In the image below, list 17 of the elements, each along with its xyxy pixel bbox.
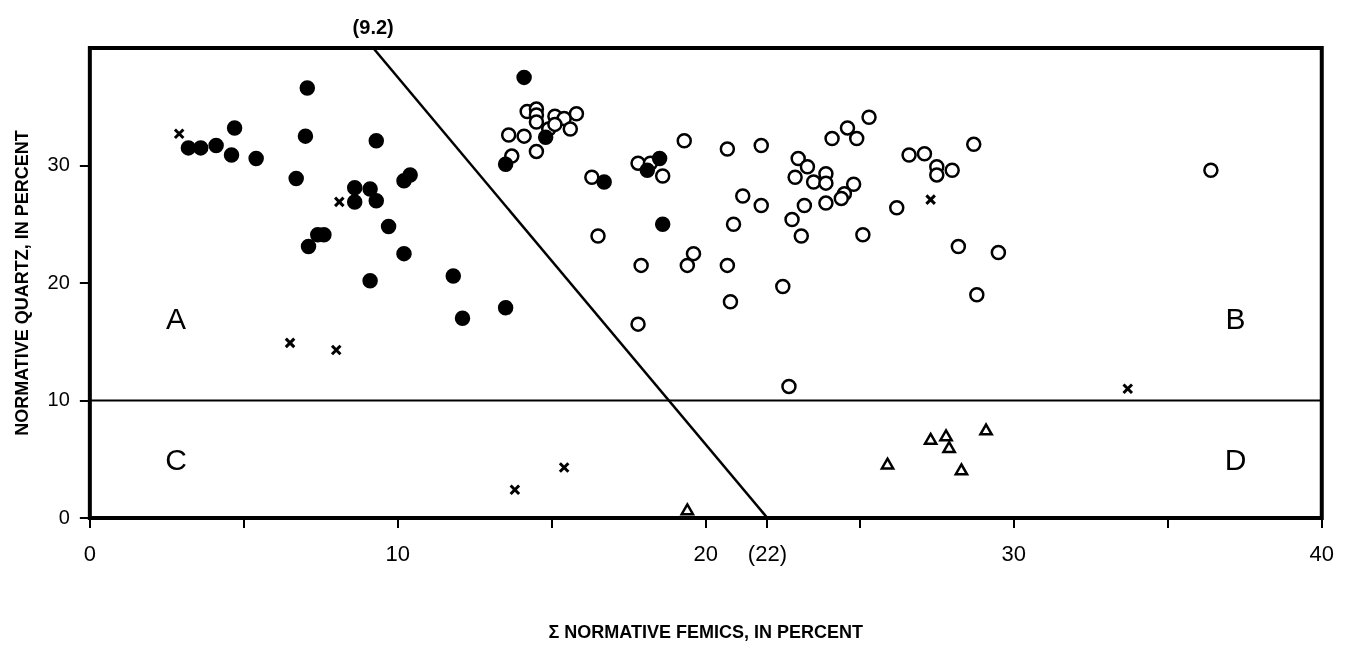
x-tick-label: (22) xyxy=(747,541,787,567)
y-tick-label: 10 xyxy=(47,388,70,411)
annotation: D xyxy=(1224,442,1247,476)
x-tick-label: 30 xyxy=(1001,541,1027,567)
y-tick-label: 30 xyxy=(47,153,70,176)
x-tick-label: 10 xyxy=(385,541,411,567)
y-tick-label: 20 xyxy=(47,270,70,293)
x-tick-label: 0 xyxy=(83,541,96,567)
y-tick-label: 0 xyxy=(58,505,70,528)
annotation: B xyxy=(1225,301,1246,335)
annotation: C xyxy=(165,442,187,476)
x-tick-label: 20 xyxy=(693,541,719,567)
annotation: (9.2) xyxy=(352,15,394,38)
annotation: A xyxy=(166,301,187,335)
y-axis-title: NORMATIVE QUARTZ, IN PERCENT xyxy=(11,130,32,436)
x-axis-title: Σ NORMATIVE FEMICS, IN PERCENT xyxy=(548,622,864,643)
x-tick-label: 40 xyxy=(1309,541,1335,567)
